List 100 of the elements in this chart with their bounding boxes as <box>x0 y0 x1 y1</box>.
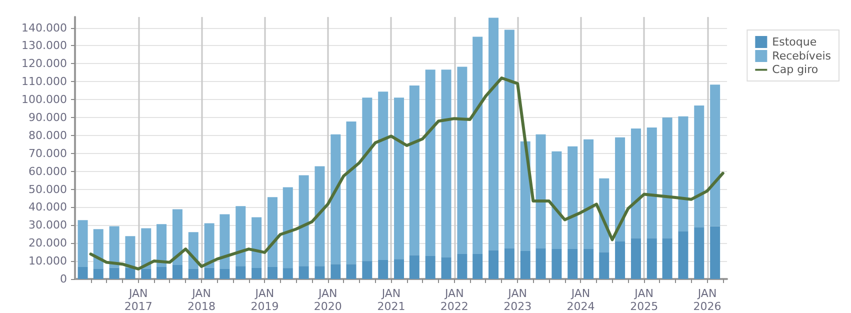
bar <box>109 268 120 279</box>
legend-label: Estoque <box>772 36 817 48</box>
bar <box>298 266 309 279</box>
y-tick-label: 100.000 <box>22 93 67 106</box>
bar <box>646 238 657 279</box>
bar <box>252 268 262 279</box>
bar <box>630 238 641 279</box>
bar <box>267 197 278 267</box>
bar <box>536 248 546 279</box>
bar <box>694 227 704 279</box>
bar <box>156 224 167 267</box>
bar <box>457 254 468 279</box>
bar <box>425 70 436 256</box>
bar <box>599 252 610 279</box>
bar <box>584 139 594 250</box>
y-tick-label: 40.000 <box>28 200 67 214</box>
bar <box>441 257 452 279</box>
bar <box>520 251 530 279</box>
bar <box>536 134 546 248</box>
bar <box>267 266 278 279</box>
bar <box>710 84 720 226</box>
x-tick-label: JAN 2026 <box>693 287 722 313</box>
bar <box>252 217 262 268</box>
bar <box>678 231 688 279</box>
bar <box>488 250 499 279</box>
y-tick-label: 90.000 <box>28 110 67 124</box>
y-tick-label: 30.000 <box>28 218 67 232</box>
bar <box>710 226 720 279</box>
bar <box>188 268 198 279</box>
bar <box>457 66 468 254</box>
bar <box>314 166 325 266</box>
x-tick-label: JAN 2024 <box>566 287 595 313</box>
y-tick-label: 120.000 <box>22 57 67 70</box>
bar <box>472 254 483 279</box>
bar <box>599 178 610 252</box>
bar <box>662 238 672 279</box>
bar <box>125 268 136 279</box>
y-tick-label: 50.000 <box>28 182 67 196</box>
bar <box>172 209 182 266</box>
bar <box>394 259 404 279</box>
bar <box>282 187 293 268</box>
bar <box>156 266 167 279</box>
bar <box>504 248 514 279</box>
bar <box>409 86 420 256</box>
bar <box>378 92 388 260</box>
bar <box>346 121 356 264</box>
x-tick-label: JAN 2019 <box>250 287 279 313</box>
bar <box>425 256 436 279</box>
legend-label: Cap giro <box>772 63 818 76</box>
x-tick-label: JAN 2021 <box>377 287 406 313</box>
bar <box>141 268 152 279</box>
bar <box>330 134 341 264</box>
bar <box>694 105 704 228</box>
x-tick-label: JAN 2022 <box>440 287 468 313</box>
y-tick-label: 60.000 <box>28 164 67 178</box>
bar <box>362 98 372 262</box>
bar <box>236 266 246 279</box>
bar <box>378 260 388 279</box>
bar <box>630 128 641 238</box>
bar <box>504 30 514 248</box>
bar <box>220 214 230 269</box>
legend-label: Recebíveis <box>772 50 832 62</box>
x-tick-label: JAN 2025 <box>630 287 658 313</box>
bar <box>220 268 230 279</box>
bar <box>172 265 182 279</box>
bar <box>346 264 356 279</box>
y-tick-label: 10.000 <box>28 254 67 268</box>
bar <box>93 268 104 279</box>
x-tick-label: JAN 2020 <box>314 287 342 313</box>
bar <box>552 151 562 250</box>
bar <box>298 175 309 266</box>
bar <box>409 255 420 279</box>
y-tick-label: 20.000 <box>28 236 67 250</box>
x-tick-label: JAN 2018 <box>188 287 216 313</box>
bar <box>615 241 626 279</box>
bar <box>93 229 104 269</box>
bar <box>236 206 246 266</box>
bar <box>488 18 499 250</box>
bar <box>472 36 483 254</box>
bar <box>204 223 214 268</box>
bar <box>394 98 404 260</box>
bar <box>584 249 594 279</box>
bar <box>78 220 88 267</box>
bar <box>362 261 372 279</box>
y-tick-label: 80.000 <box>28 128 67 142</box>
bar <box>204 268 214 279</box>
bar <box>330 264 341 279</box>
bar <box>109 226 120 268</box>
bar <box>662 117 672 238</box>
y-tick-label: 0 <box>60 272 67 286</box>
y-tick-label: 130.000 <box>22 39 67 52</box>
bar <box>552 249 562 279</box>
bar <box>615 137 626 242</box>
y-tick-label: 140.000 <box>22 21 67 34</box>
bar <box>141 228 152 269</box>
x-tick-label: JAN 2023 <box>504 287 532 313</box>
line-series <box>89 76 724 270</box>
bar <box>282 268 293 279</box>
bar <box>568 146 578 250</box>
bar <box>314 266 325 279</box>
